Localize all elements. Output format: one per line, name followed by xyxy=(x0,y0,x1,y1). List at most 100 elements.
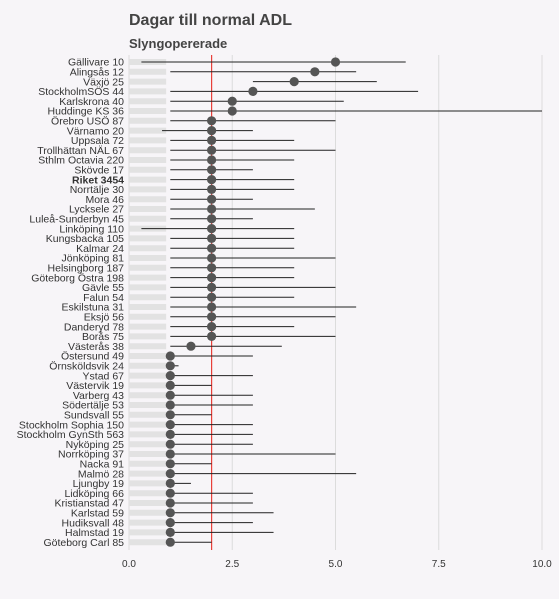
row-label: Halmstad 19 xyxy=(65,527,124,539)
row-label: Alingsås 12 xyxy=(70,67,124,79)
value-dot xyxy=(165,429,175,439)
value-dot xyxy=(207,224,217,234)
row-label: Skövde 17 xyxy=(74,165,124,177)
value-dot xyxy=(207,273,217,283)
value-dot xyxy=(165,537,175,547)
value-dot xyxy=(248,86,258,96)
value-dot xyxy=(227,96,237,106)
x-tick-label: 2.5 xyxy=(225,559,239,570)
value-dot xyxy=(165,508,175,518)
value-dot xyxy=(207,331,217,341)
value-dot xyxy=(207,135,217,145)
value-dot xyxy=(207,292,217,302)
row-label: Luleå-Sunderbyn 45 xyxy=(29,214,124,226)
row-label: Västerås 38 xyxy=(68,341,124,353)
row-label: Kungsbacka 105 xyxy=(46,233,124,245)
row-label: Norrtälje 30 xyxy=(70,184,124,196)
row-label: Örebro USÖ 87 xyxy=(51,116,124,128)
value-dot xyxy=(207,282,217,292)
x-tick-label: 10.0 xyxy=(532,559,552,570)
value-dot xyxy=(165,449,175,459)
x-tick-label: 7.5 xyxy=(432,559,446,570)
row-label: Mora 46 xyxy=(85,194,124,206)
value-dot xyxy=(165,488,175,498)
row-label: Västervik 19 xyxy=(66,380,124,392)
row-label: Jönköping 81 xyxy=(62,253,125,265)
row-label: Nyköping 25 xyxy=(66,439,125,451)
value-dot xyxy=(330,57,341,67)
value-dot xyxy=(165,400,175,410)
row-label: Uppsala 72 xyxy=(71,135,124,147)
row-label: Linköping 110 xyxy=(59,223,124,235)
value-dot xyxy=(165,351,175,361)
row-label: Sundsvall 55 xyxy=(64,410,124,422)
value-dot xyxy=(207,165,217,175)
chart-title: Dagar till normal ADL xyxy=(129,12,292,29)
row-label: Stockholm Sophia 150 xyxy=(19,419,124,431)
x-tick-label: 5.0 xyxy=(329,559,343,570)
value-dot xyxy=(207,155,217,165)
row-label: Karlskrona 40 xyxy=(59,96,124,108)
row-label: Gällivare 10 xyxy=(68,57,124,69)
x-tick-label: 0.0 xyxy=(122,559,136,570)
value-dot xyxy=(207,263,217,273)
row-label: Lycksele 27 xyxy=(69,204,124,216)
row-label: Borås 75 xyxy=(82,331,124,343)
row-label: Lidköping 66 xyxy=(64,488,124,500)
row-label: Hudiksvall 48 xyxy=(62,517,125,529)
value-dot xyxy=(207,322,217,332)
row-label: Sthlm Octavia 220 xyxy=(38,155,124,167)
value-dot xyxy=(207,312,217,322)
row-label: Norrköping 37 xyxy=(58,449,124,461)
row-label: Karlstad 59 xyxy=(71,508,124,520)
value-dot xyxy=(165,410,175,420)
row-label: Stockholm GynSth 563 xyxy=(17,429,125,441)
value-dot xyxy=(165,390,175,400)
row-label: Kalmar 24 xyxy=(76,243,124,255)
value-dot xyxy=(207,302,217,312)
value-dot xyxy=(165,439,175,449)
value-dot xyxy=(207,184,217,194)
value-dot xyxy=(207,126,217,136)
value-dot xyxy=(165,498,175,508)
row-label: Göteborg Carl 85 xyxy=(43,537,124,549)
value-dot xyxy=(165,361,175,371)
row-label: Eskilstuna 31 xyxy=(62,302,125,314)
row-label: Danderyd 78 xyxy=(64,321,124,333)
value-dot xyxy=(165,478,175,488)
row-label: Ljungby 19 xyxy=(73,478,125,490)
value-dot xyxy=(207,194,217,204)
row-label: Värnamo 20 xyxy=(67,125,124,137)
row-label: Östersund 49 xyxy=(61,351,124,363)
value-dot xyxy=(165,420,175,430)
value-dot xyxy=(207,116,217,126)
value-dot xyxy=(165,459,175,469)
row-label: Huddinge KS 36 xyxy=(48,106,125,118)
row-label: Kristianstad 47 xyxy=(55,498,125,510)
value-dot xyxy=(310,67,320,77)
row-label: Falun 54 xyxy=(83,292,124,304)
value-dot xyxy=(207,243,217,253)
row-label: Örnsköldsvik 24 xyxy=(49,361,124,373)
value-dot xyxy=(207,145,217,155)
value-dot xyxy=(165,469,175,479)
row-label: Ystad 67 xyxy=(83,370,125,382)
row-label: Göteborg Östra 198 xyxy=(31,272,124,284)
chart-subtitle: Slyngopererade xyxy=(129,36,228,51)
value-dot xyxy=(207,204,217,214)
row-label: Nacka 91 xyxy=(80,459,125,471)
row-label: Malmö 28 xyxy=(78,468,124,480)
value-dot xyxy=(165,380,175,390)
row-label: StockholmSÖS 44 xyxy=(38,86,124,98)
value-dot xyxy=(207,253,217,263)
row-label: Gävle 55 xyxy=(82,282,124,294)
row-label: Helsingborg 187 xyxy=(48,263,125,275)
row-label: Trollhättan NÄL 67 xyxy=(37,145,124,157)
value-dot xyxy=(186,341,196,351)
value-dot xyxy=(207,214,217,224)
row-label: Eksjö 56 xyxy=(84,312,124,324)
value-dot xyxy=(289,77,299,87)
value-dot xyxy=(227,106,237,116)
row-label: Riket 3454 xyxy=(72,174,124,186)
value-dot xyxy=(165,518,175,528)
